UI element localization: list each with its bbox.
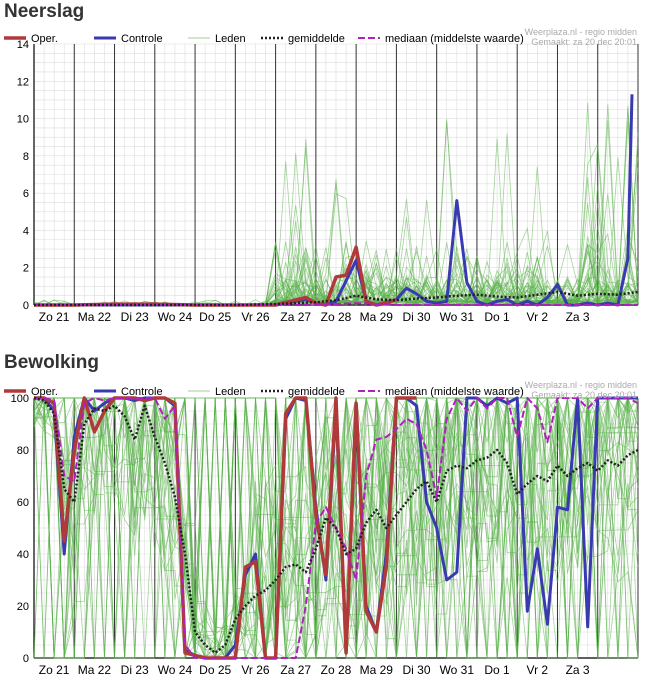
y-tick-label: 0 xyxy=(23,300,29,312)
chart-title-neerslag: Neerslag xyxy=(4,1,85,22)
x-tick-label: Vr 2 xyxy=(527,310,549,324)
chart-title-bewolking: Bewolking xyxy=(4,352,100,373)
x-tick-label: Zo 21 xyxy=(39,663,70,677)
x-tick-label: Do 25 xyxy=(199,663,231,677)
member-line xyxy=(34,396,638,660)
x-tick-label: Do 25 xyxy=(199,310,231,324)
credit-text: Gemaakt: za 20 dec 20:01 xyxy=(531,37,637,47)
x-tick-label: Zo 21 xyxy=(39,310,70,324)
y-tick-label: 80 xyxy=(17,445,29,457)
y-tick-label: 2 xyxy=(23,263,29,275)
y-tick-label: 10 xyxy=(17,114,29,126)
legend-label: mediaan (middelste waarde) xyxy=(385,33,524,45)
legend-label: Oper. xyxy=(31,386,58,398)
x-tick-label: Ma 29 xyxy=(360,310,394,324)
x-tick-label: Za 3 xyxy=(566,663,590,677)
bewolking-chart: 0 20 40 60 80 100 Zo 21 Ma 22 Di 23 Wo 24 Do 25 Vr … xyxy=(4,380,639,677)
x-tick-label: Wo 31 xyxy=(440,310,475,324)
x-tick-label: Wo 24 xyxy=(158,310,193,324)
y-tick-label: 12 xyxy=(17,76,29,88)
x-tick-label: Vr 2 xyxy=(527,663,549,677)
legend-label: Leden xyxy=(215,33,246,45)
y-tick-label: 4 xyxy=(23,225,29,237)
x-tick-label: Di 30 xyxy=(403,663,431,677)
legend-label: gemiddelde xyxy=(288,386,345,398)
x-tick-label: Za 3 xyxy=(566,310,590,324)
x-tick-label: Ma 29 xyxy=(360,663,394,677)
x-tick-label: Di 23 xyxy=(121,310,149,324)
y-tick-label: 40 xyxy=(17,549,29,561)
y-tick-label: 100 xyxy=(11,393,29,405)
x-tick-label: Wo 31 xyxy=(440,663,475,677)
x-tick-label: Za 27 xyxy=(280,663,311,677)
series-line-controle xyxy=(34,94,634,307)
y-tick-label: 0 xyxy=(23,653,29,665)
x-tick-label: Ma 22 xyxy=(78,310,112,324)
x-tick-label: Do 1 xyxy=(484,310,510,324)
member-line xyxy=(34,397,638,659)
x-tick-label: Do 1 xyxy=(484,663,510,677)
x-tick-label: Vr 26 xyxy=(241,310,270,324)
credit-text: Weerplaza.nl - regio midden xyxy=(525,380,637,390)
x-tick-label: Zo 28 xyxy=(321,310,352,324)
series-line-gemiddelde xyxy=(34,290,639,307)
x-tick-label: Di 30 xyxy=(403,310,431,324)
y-tick-label: 6 xyxy=(23,188,29,200)
neerslag-chart: 0 2 4 6 8 10 12 14 Zo 21 Ma 22 Di 23 Wo 24 Do 25 Vr 2… xyxy=(4,28,639,324)
y-tick-label: 20 xyxy=(17,601,29,613)
y-tick-label: 14 xyxy=(17,39,29,51)
member-line xyxy=(33,396,638,659)
x-tick-label: Wo 24 xyxy=(158,663,193,677)
x-tick-label: Zo 28 xyxy=(321,663,352,677)
credit-text: Weerplaza.nl - regio midden xyxy=(525,28,637,37)
y-tick-label: 8 xyxy=(23,151,29,163)
series-line-gemiddelde xyxy=(33,396,639,655)
legend-label: Leden xyxy=(215,386,246,398)
y-tick-label: 60 xyxy=(17,497,29,509)
legend-label: Controle xyxy=(121,386,163,398)
legend-label: mediaan (middelste waarde) xyxy=(385,386,524,398)
x-tick-label: Za 27 xyxy=(280,310,311,324)
legend-label: Oper. xyxy=(31,33,58,45)
x-tick-label: Ma 22 xyxy=(78,663,112,677)
credit-text: Gemaakt: za 20 dec 20:01 xyxy=(531,390,637,400)
x-tick-label: Di 23 xyxy=(121,663,149,677)
x-tick-label: Vr 26 xyxy=(241,663,270,677)
legend-label: Controle xyxy=(121,33,163,45)
legend-label: gemiddelde xyxy=(288,33,345,45)
